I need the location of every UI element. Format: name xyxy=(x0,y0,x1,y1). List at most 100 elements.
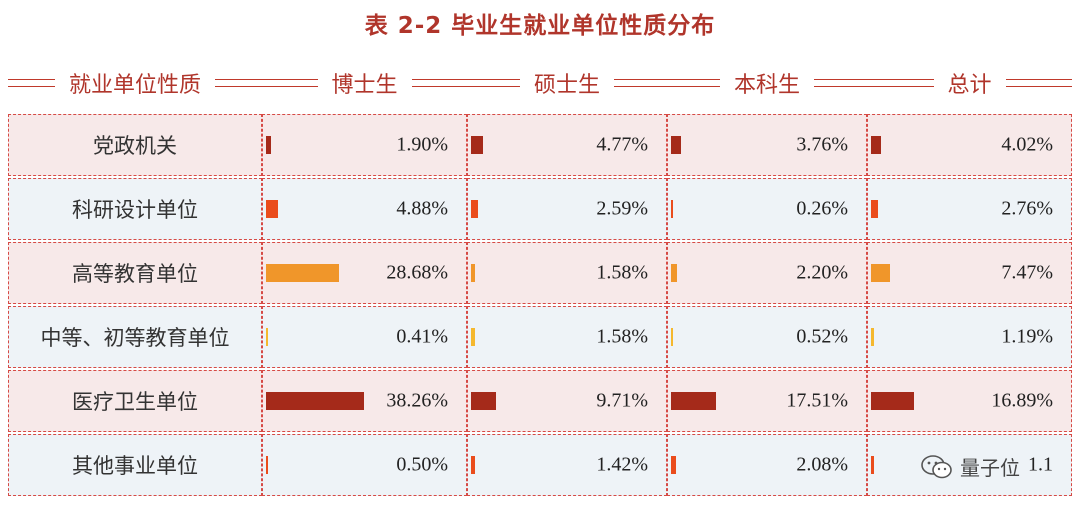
data-bar xyxy=(471,328,476,346)
data-label: 4.02% xyxy=(1001,133,1053,156)
value-cell: 1.58% xyxy=(467,242,667,304)
data-label: 0.41% xyxy=(396,325,448,348)
value-cell: 1.58% xyxy=(467,306,667,368)
data-label: 1.58% xyxy=(596,261,648,284)
header-rule-left xyxy=(8,79,55,87)
data-bar xyxy=(871,136,882,154)
header-rule-right xyxy=(1005,79,1073,87)
column-header-4: 总计 xyxy=(867,66,1073,100)
data-label: 38.26% xyxy=(386,389,448,412)
data-bar xyxy=(266,136,271,154)
value-cell: 0.50% xyxy=(262,434,467,496)
data-label: 0.52% xyxy=(796,325,848,348)
row-label: 中等、初等教育单位 xyxy=(40,326,230,350)
data-bar xyxy=(471,200,478,218)
data-label: 1.90% xyxy=(396,133,448,156)
data-label: 1.58% xyxy=(596,325,648,348)
row-label: 科研设计单位 xyxy=(72,198,198,222)
value-cell: 28.68% xyxy=(262,242,467,304)
header-rule-left xyxy=(867,79,934,87)
column-header-2: 硕士生 xyxy=(467,66,668,100)
data-label: 1.42% xyxy=(596,453,648,476)
value-cell: 2.20% xyxy=(667,242,867,304)
data-label: 2.59% xyxy=(596,197,648,220)
row-label-cell: 高等教育单位 xyxy=(8,242,262,304)
row-label-cell: 中等、初等教育单位 xyxy=(8,306,262,368)
data-bar xyxy=(871,200,879,218)
row-label-cell: 党政机关 xyxy=(8,114,262,176)
row-label: 高等教育单位 xyxy=(72,262,198,286)
data-label: 1.1 xyxy=(1028,453,1053,476)
column-header-label: 总计 xyxy=(947,73,992,98)
data-bar xyxy=(871,392,915,410)
value-cell: 1.19% xyxy=(867,306,1072,368)
value-cell: 0.52% xyxy=(667,306,867,368)
data-bar xyxy=(266,264,340,282)
value-cell: 9.71% xyxy=(467,370,667,432)
header-rule-left xyxy=(262,79,318,87)
data-bar xyxy=(671,328,673,346)
data-bar xyxy=(671,200,673,218)
column-header-label: 就业单位性质 xyxy=(69,73,202,98)
column-header-label: 本科生 xyxy=(734,73,801,98)
data-bar xyxy=(266,392,364,410)
value-cell: 1.90% xyxy=(262,114,467,176)
header-rule-right xyxy=(215,79,263,87)
data-bar xyxy=(471,136,484,154)
column-header-label: 博士生 xyxy=(331,73,398,98)
data-bar xyxy=(471,392,496,410)
column-header-3: 本科生 xyxy=(667,66,868,100)
data-label: 16.89% xyxy=(991,389,1053,412)
data-bar xyxy=(266,200,279,218)
header-rule-left xyxy=(467,79,520,87)
data-label: 17.51% xyxy=(786,389,848,412)
column-header-1: 博士生 xyxy=(262,66,468,100)
value-cell: 38.26% xyxy=(262,370,467,432)
header-rule-left xyxy=(667,79,720,87)
row-label-cell: 科研设计单位 xyxy=(8,178,262,240)
value-cell: 2.59% xyxy=(467,178,667,240)
data-bar xyxy=(871,264,891,282)
watermark: 量子位 xyxy=(920,452,1020,481)
data-label: 7.47% xyxy=(1001,261,1053,284)
value-cell: 2.76% xyxy=(867,178,1072,240)
header-rule-right xyxy=(411,79,468,87)
value-cell: 3.76% xyxy=(667,114,867,176)
data-label: 3.76% xyxy=(796,133,848,156)
value-cell: 4.77% xyxy=(467,114,667,176)
data-label: 28.68% xyxy=(386,261,448,284)
data-bar xyxy=(471,456,475,474)
data-label: 4.77% xyxy=(596,133,648,156)
wechat-icon xyxy=(921,454,952,478)
data-label: 0.50% xyxy=(396,453,448,476)
data-bar xyxy=(671,264,677,282)
data-bar xyxy=(671,456,677,474)
column-header-label: 硕士生 xyxy=(534,73,601,98)
table-title: 表 2-2 毕业生就业单位性质分布 xyxy=(364,13,716,39)
header-rule-right xyxy=(614,79,668,87)
data-bar xyxy=(266,456,268,474)
value-cell: 17.51% xyxy=(667,370,867,432)
value-cell: 7.47% xyxy=(867,242,1072,304)
data-label: 2.76% xyxy=(1001,197,1053,220)
value-cell: 16.89% xyxy=(867,370,1072,432)
data-bar xyxy=(871,456,874,474)
data-label: 4.88% xyxy=(396,197,448,220)
value-cell: 4.02% xyxy=(867,114,1072,176)
data-bar xyxy=(871,328,875,346)
row-label-cell: 其他事业单位 xyxy=(8,434,262,496)
value-cell: 4.88% xyxy=(262,178,467,240)
data-label: 9.71% xyxy=(596,389,648,412)
row-label: 医疗卫生单位 xyxy=(72,390,198,414)
value-cell: 1.42% xyxy=(467,434,667,496)
data-label: 1.19% xyxy=(1001,325,1053,348)
data-bar xyxy=(471,264,476,282)
data-bar xyxy=(671,392,716,410)
watermark-text: 量子位 xyxy=(960,456,1020,480)
data-bar xyxy=(671,136,681,154)
value-cell: 0.41% xyxy=(262,306,467,368)
row-label: 党政机关 xyxy=(93,134,177,158)
data-bar xyxy=(266,328,268,346)
header-rule-right xyxy=(814,79,868,87)
data-label: 2.20% xyxy=(796,261,848,284)
